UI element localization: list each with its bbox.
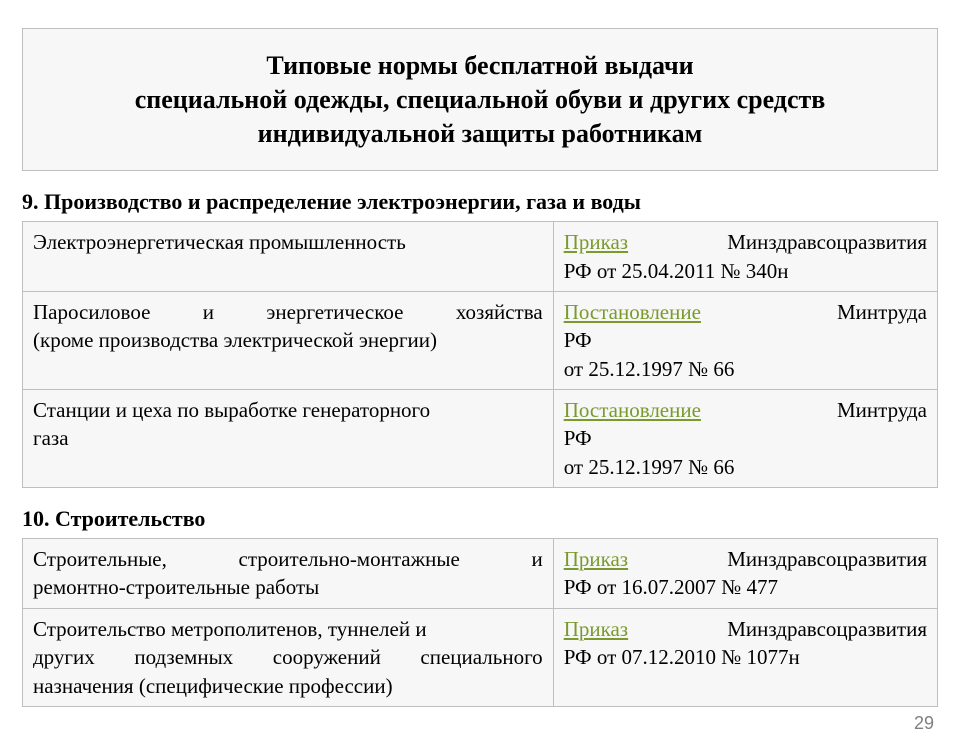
cell-text: (кроме производства электрической энерги… [33,326,543,354]
cell-text: РФ от 07.12.2010 № 1077н [564,643,927,671]
row-right: Приказ Минздравсоцразвития РФ от 25.04.2… [553,222,937,292]
title-line-3: индивидуальной защиты работникам [63,117,897,151]
cell-text: РФ от 25.04.2011 № 340н [564,257,927,285]
table-row: Строительство метрополитенов, туннелей и… [23,608,938,706]
table-row: Электроэнергетическая промышленность При… [23,222,938,292]
cell-text: и [531,545,542,573]
section-9-table: Электроэнергетическая промышленность При… [22,221,938,488]
decree-link[interactable]: Постановление [564,396,701,424]
decree-link[interactable]: Постановление [564,298,701,326]
cell-text: Минздравсоцразвития [727,228,927,256]
row-right: Постановление Минтруда РФ от 25.12.1997 … [553,390,937,488]
page-number: 29 [914,713,934,734]
title-line-2: специальной одежды, специальной обуви и … [63,83,897,117]
cell-text: строительно-монтажные [239,545,460,573]
section-10-table: Строительные, строительно-монтажные и ре… [22,538,938,707]
cell-text: РФ [564,424,927,452]
cell-text: от 25.12.1997 № 66 [564,355,927,383]
cell-text: специального [420,643,542,671]
table-row: Строительные, строительно-монтажные и ре… [23,539,938,609]
row-left: Электроэнергетическая промышленность [23,222,554,292]
cell-text: подземных [134,643,233,671]
cell-text: и [203,298,214,326]
cell-text: других [33,643,95,671]
decree-link[interactable]: Приказ [564,545,628,573]
cell-text: Станции и цеха по выработке генераторног… [33,396,543,424]
row-left: Строительные, строительно-монтажные и ре… [23,539,554,609]
row-right: Постановление Минтруда РФ от 25.12.1997 … [553,292,937,390]
row-left: Паросиловое и энергетическое хозяйства (… [23,292,554,390]
cell-text: хозяйства [456,298,543,326]
decree-link[interactable]: Приказ [564,228,628,256]
cell-text: сооружений [273,643,381,671]
cell-text: Строительные, [33,545,167,573]
row-left: Строительство метрополитенов, туннелей и… [23,608,554,706]
cell-text: от 25.12.1997 № 66 [564,453,927,481]
cell-text: Электроэнергетическая промышленность [33,230,406,254]
cell-text: РФ [564,326,927,354]
row-left: Станции и цеха по выработке генераторног… [23,390,554,488]
table-row: Станции и цеха по выработке генераторног… [23,390,938,488]
table-row: Паросиловое и энергетическое хозяйства (… [23,292,938,390]
cell-text: Минтруда [837,298,927,326]
row-right: Приказ Минздравсоцразвития РФ от 16.07.2… [553,539,937,609]
decree-link[interactable]: Приказ [564,615,628,643]
cell-text: Минтруда [837,396,927,424]
title-line-1: Типовые нормы бесплатной выдачи [63,49,897,83]
cell-text: Строительство метрополитенов, туннелей и [33,615,543,643]
title-block: Типовые нормы бесплатной выдачи специаль… [22,28,938,171]
cell-text: РФ от 16.07.2007 № 477 [564,573,927,601]
cell-text: энергетическое [266,298,403,326]
cell-text: назначения (специфические профессии) [33,672,543,700]
cell-text: ремонтно-строительные работы [33,573,543,601]
row-right: Приказ Минздравсоцразвития РФ от 07.12.2… [553,608,937,706]
cell-text: газа [33,424,543,452]
section-9-heading: 9. Производство и распределение электроэ… [22,189,938,215]
cell-text: Минздравсоцразвития [727,615,927,643]
section-10-heading: 10. Строительство [22,506,938,532]
cell-text: Минздравсоцразвития [727,545,927,573]
cell-text: Паросиловое [33,298,150,326]
